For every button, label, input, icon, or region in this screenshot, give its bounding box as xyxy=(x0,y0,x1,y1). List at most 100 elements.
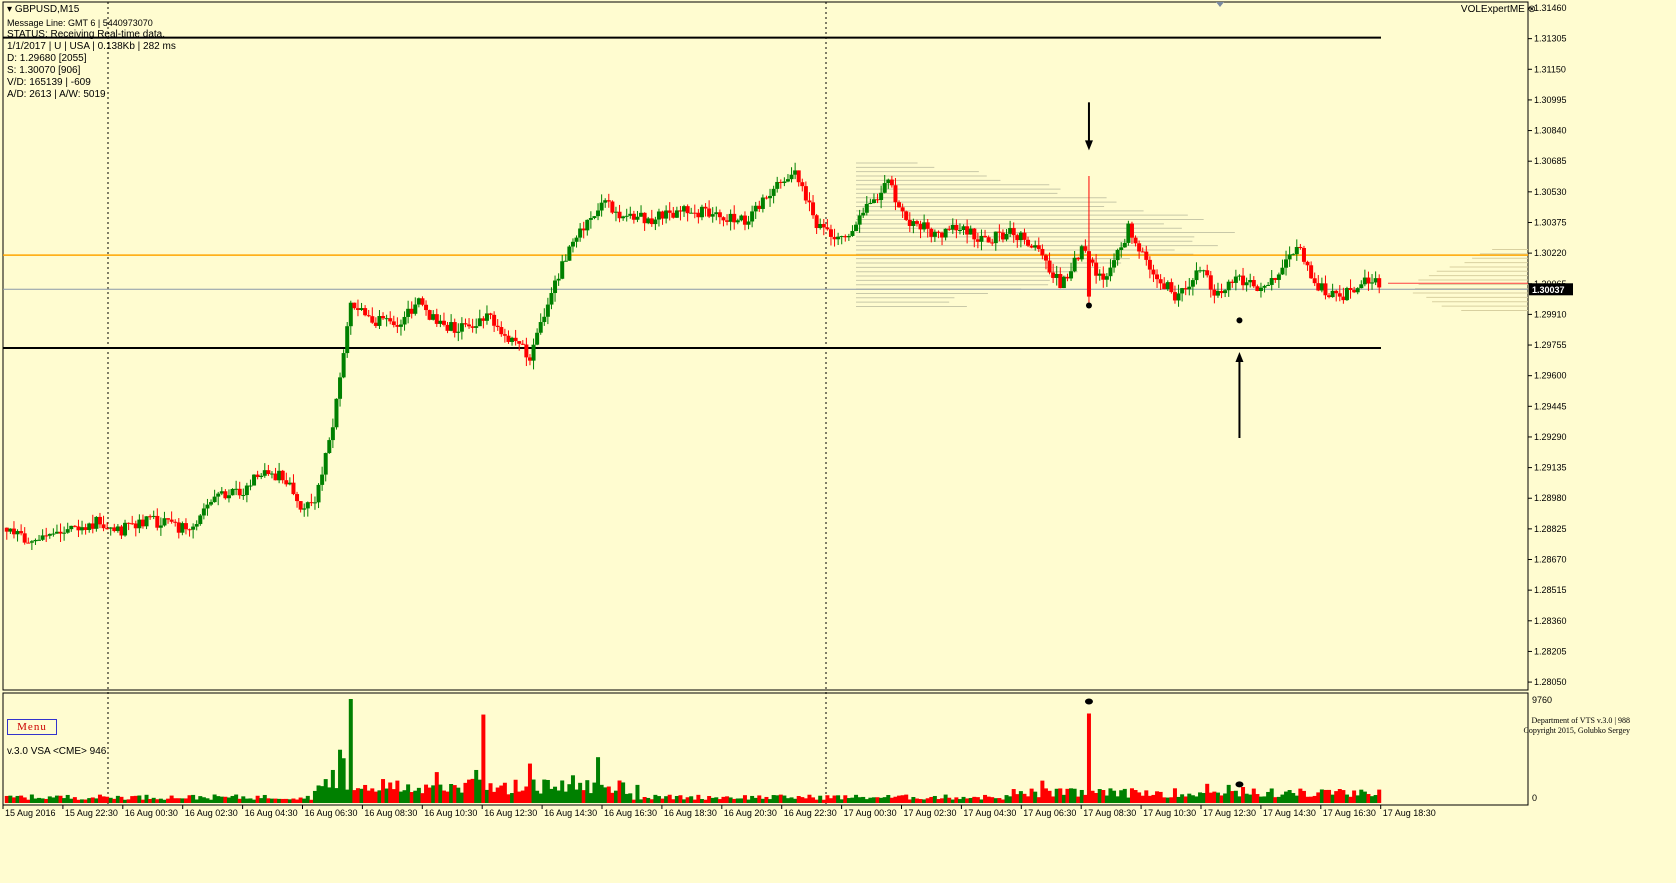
volume-bar xyxy=(621,782,626,803)
volume-bar xyxy=(950,799,955,803)
candle-body xyxy=(1330,290,1335,298)
time-tick-label: 16 Aug 10:30 xyxy=(424,808,477,818)
volume-bar xyxy=(320,786,325,803)
volume-bar xyxy=(556,790,561,803)
candle-body xyxy=(879,192,884,201)
candle-body xyxy=(1061,276,1066,289)
symbol-label[interactable]: ▾ GBPUSD,M15 xyxy=(7,4,80,15)
volume-bar xyxy=(1255,794,1260,803)
volume-bar xyxy=(484,789,489,803)
dropdown-triangle-icon[interactable]: ▾ xyxy=(7,4,13,15)
candle-body xyxy=(83,527,88,530)
volume-bar xyxy=(1208,792,1213,803)
candle-body xyxy=(51,533,56,535)
volume-bar xyxy=(879,797,884,803)
volume-bar xyxy=(1026,796,1031,803)
time-tick-label: 17 Aug 18:30 xyxy=(1383,808,1436,818)
info-line-2: D: 1.29680 [2055] xyxy=(7,53,87,64)
time-tick-label: 16 Aug 14:30 xyxy=(544,808,597,818)
candle-body xyxy=(932,231,937,237)
volume-bar xyxy=(1069,788,1074,803)
volume-bar xyxy=(366,790,371,803)
candle-body xyxy=(1337,293,1342,297)
candle-body xyxy=(1000,232,1005,240)
volume-bar xyxy=(15,795,20,803)
candle-body xyxy=(1334,290,1339,294)
volume-bar xyxy=(1284,791,1289,803)
volume-bar xyxy=(656,796,661,803)
candle-body xyxy=(1183,288,1188,290)
time-tick-label: 17 Aug 00:30 xyxy=(844,808,897,818)
candle-body xyxy=(710,214,715,217)
price-tick-label: 1.28980 xyxy=(1534,493,1567,503)
candle-body xyxy=(355,308,360,310)
volume-bar xyxy=(1094,792,1099,803)
indicator-label: v.3.0 VSA <CME> 946 xyxy=(7,746,107,757)
volume-bar xyxy=(431,785,436,803)
menu-button[interactable]: Menu xyxy=(7,719,57,735)
volume-bar xyxy=(854,794,859,803)
candle-body xyxy=(1090,259,1095,263)
volume-bar xyxy=(957,799,962,803)
time-tick-label: 16 Aug 22:30 xyxy=(784,808,837,818)
candle-body xyxy=(352,302,357,309)
candle-body xyxy=(775,181,780,189)
volume-bar xyxy=(158,798,163,803)
candle-body xyxy=(603,200,608,203)
candle-body xyxy=(33,539,38,542)
candle-body xyxy=(123,522,128,536)
time-tick-label: 16 Aug 12:30 xyxy=(484,808,537,818)
volume-bar xyxy=(1327,789,1332,803)
candle-body xyxy=(248,485,253,487)
volume-bar xyxy=(1348,796,1353,803)
volume-bar xyxy=(194,799,199,803)
volume-bar xyxy=(370,788,375,803)
volume-bar xyxy=(1061,794,1066,803)
volume-bar xyxy=(943,794,948,803)
candle-body xyxy=(492,314,497,326)
volume-bar xyxy=(1294,795,1299,803)
candle-body xyxy=(739,215,744,221)
volume-bar xyxy=(262,794,267,803)
volume-bar xyxy=(234,794,239,803)
volume-bar xyxy=(1054,788,1059,803)
volume-bar xyxy=(101,796,106,803)
candle-body xyxy=(269,473,274,475)
volume-bar xyxy=(148,798,153,803)
volume-bar xyxy=(1276,796,1281,803)
volume-bar xyxy=(1377,789,1382,803)
candle-body xyxy=(1208,275,1213,290)
volume-bar xyxy=(846,798,851,803)
volume-bar xyxy=(1004,795,1009,803)
volume-bar xyxy=(1341,790,1346,803)
candle-body xyxy=(1040,248,1045,256)
candle-body xyxy=(176,522,181,533)
close-circle-icon[interactable]: ⊗ xyxy=(1527,4,1536,15)
volume-bar xyxy=(1029,788,1034,803)
candle-body xyxy=(1226,281,1231,291)
candle-body xyxy=(735,220,740,223)
volume-bar xyxy=(1065,788,1070,803)
candle-body xyxy=(488,313,493,315)
volume-signal-dot-icon xyxy=(1235,781,1244,788)
volume-bar xyxy=(922,799,927,803)
candle-body xyxy=(477,318,482,327)
volume-bar xyxy=(513,779,518,803)
candle-body xyxy=(1015,235,1020,241)
candle-body xyxy=(126,522,131,524)
plugin-label[interactable]: VOLExpertME ⊗ xyxy=(1460,4,1536,15)
volume-bar xyxy=(341,758,346,803)
candle-body xyxy=(230,488,235,496)
candle-body xyxy=(850,231,855,236)
candle-body xyxy=(768,195,773,199)
volume-bar xyxy=(29,794,34,803)
candle-body xyxy=(527,357,532,361)
volume-bar xyxy=(463,782,468,803)
candle-body xyxy=(983,235,988,238)
candle-body xyxy=(990,242,995,244)
volume-bar xyxy=(1040,780,1045,803)
volume-bar xyxy=(535,790,540,803)
volume-bar xyxy=(825,795,830,803)
